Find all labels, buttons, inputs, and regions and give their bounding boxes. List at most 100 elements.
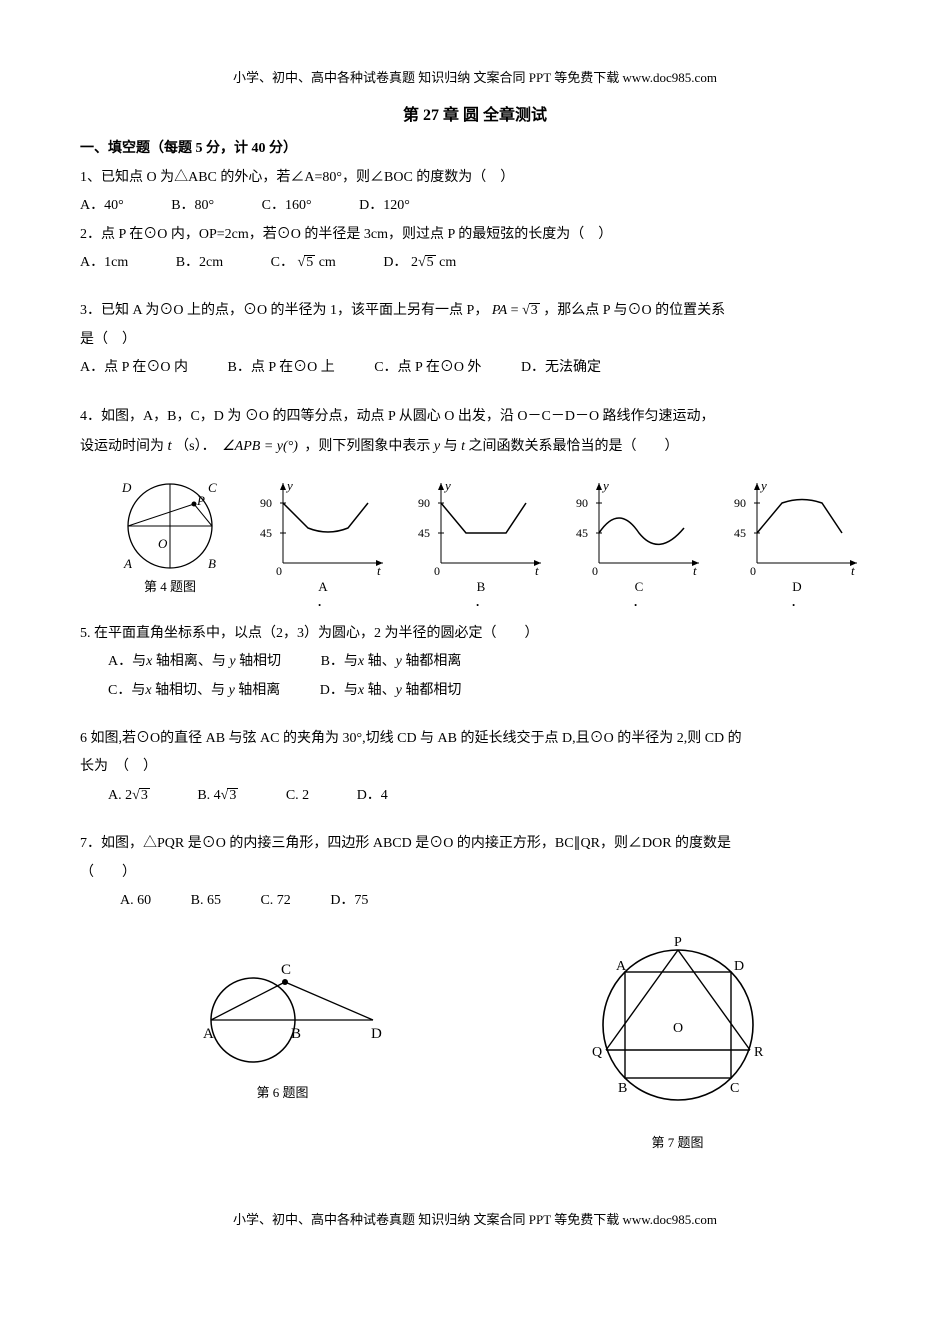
q4-stem2-pre: 设运动时间为 <box>80 439 164 454</box>
lbl-P: P <box>196 493 205 508</box>
f7C: C <box>730 1081 739 1096</box>
q2c-pre: C． <box>271 255 294 270</box>
q4-tunit: （s）． <box>175 439 215 454</box>
q4-yvar: y <box>434 439 440 454</box>
f7D: D <box>734 959 744 974</box>
q5-opt-a: A．与x 轴相离、与 y 轴相切 <box>108 651 281 673</box>
lbl-O: O <box>158 536 168 551</box>
q3-pa-eq: = <box>507 303 522 318</box>
q3-opt-a: A．点 P 在⊙O 内 <box>80 357 188 379</box>
fig6-cell: A B C D 第 6 题图 <box>173 930 393 1153</box>
q4-tvar: t <box>168 438 172 454</box>
tax: t <box>693 563 697 578</box>
y45: 45 <box>418 526 430 540</box>
tax: t <box>377 563 381 578</box>
q5-opt-b: B．与x 轴、y 轴都相离 <box>321 651 462 673</box>
q6b1: B. <box>197 788 213 803</box>
capA: A <box>318 579 327 594</box>
q5b3: 轴都相离 <box>402 654 462 669</box>
q7-stem2: （ ） <box>80 862 870 884</box>
q4-circle-diagram: A B C D P O <box>110 468 230 578</box>
y45: 45 <box>734 526 746 540</box>
footer-link: 小学、初中、高中各种试卷真题 知识归纳 文案合同 PPT 等免费下载 www.d… <box>80 1210 870 1231</box>
q6ar: 3 <box>139 788 150 803</box>
q2-opt-d: D． 2√5 cm <box>383 252 456 274</box>
q6bc: 4 <box>214 788 221 803</box>
q5-stem: 5. 在平面直角坐标系中，以点（2，3）为圆心，2 为半径的圆必定（ ） <box>80 626 539 641</box>
y45: 45 <box>576 526 588 540</box>
question-3: 3．已知 A 为⊙O 上的点，⊙O 的半径为 1，该平面上另有一点 P， PA … <box>80 300 870 322</box>
q5-options-row1: A．与x 轴相离、与 y 轴相切 B．与x 轴、y 轴都相离 <box>108 651 870 673</box>
q4-cap-d: D． <box>732 580 862 609</box>
f6C: C <box>281 962 291 978</box>
q7-opt-b: B. 65 <box>191 890 221 912</box>
q5d1: D．与 <box>320 683 358 698</box>
lbl-C: C <box>208 480 217 495</box>
q3-stem-pre: 3．已知 A 为⊙O 上的点，⊙O 的半径为 1，该平面上另有一点 P， <box>80 303 488 318</box>
q3-opt-c: C．点 P 在⊙O 外 <box>374 357 481 379</box>
q6a1: A. <box>108 788 125 803</box>
q6-stem: 6 如图,若⊙O的直径 AB 与弦 AC 的夹角为 30°,切线 CD 与 AB… <box>80 731 742 746</box>
q5c3: 轴相离 <box>235 683 281 698</box>
f7Q: Q <box>592 1045 602 1060</box>
f7R: R <box>754 1045 764 1060</box>
q5-opt-c: C．与x 轴相切、与 y 轴相离 <box>108 680 280 702</box>
q5c2: 轴相切、与 <box>152 683 229 698</box>
q2c-root: 5 <box>304 255 315 270</box>
capB: B <box>477 579 486 594</box>
q6-opt-c: C. 2 <box>286 785 309 807</box>
y90: 90 <box>260 496 272 510</box>
tax: t <box>535 563 539 578</box>
doc-title: 第 27 章 圆 全章测试 <box>80 103 870 129</box>
fig6-svg: A B C D <box>173 930 393 1070</box>
q4-captions: 第 4 题图 A． B． C． D． <box>110 580 870 609</box>
q7-opt-a: A. 60 <box>120 890 151 912</box>
q1-stem: 1、已知点 O 为△ABC 的外心，若∠A=80°，则∠BOC 的度数为（ ） <box>80 170 514 185</box>
q7-stem: 7．如图，△PQR 是⊙O 的内接三角形，四边形 ABCD 是⊙O 的内接正方形… <box>80 836 731 851</box>
q1-opt-d: D．120° <box>359 195 410 217</box>
capC: C <box>635 579 644 594</box>
q1-opt-b: B．80° <box>171 195 214 217</box>
q7-opt-c: C. 72 <box>260 890 290 912</box>
fig7-svg: O P Q R A D B C <box>578 930 778 1120</box>
q2-opt-b: B．2cm <box>176 252 223 274</box>
f6D: D <box>371 1026 382 1042</box>
yax: y <box>443 478 451 493</box>
q5b2: 轴、 <box>364 654 396 669</box>
q4-cap-c: C． <box>574 580 704 609</box>
f7B: B <box>618 1081 627 1096</box>
tax: t <box>851 563 855 578</box>
q5b1: B．与 <box>321 654 358 669</box>
q3-options: A．点 P 在⊙O 内 B．点 P 在⊙O 上 C．点 P 在⊙O 外 D．无法… <box>80 357 870 379</box>
question-7: 7．如图，△PQR 是⊙O 的内接三角形，四边形 ABCD 是⊙O 的内接正方形… <box>80 833 870 855</box>
q5a3: 轴相切 <box>236 654 282 669</box>
q2d-unit: cm <box>439 255 456 270</box>
q4-graph-a: 90 45 0 y t <box>258 478 388 578</box>
q2-opt-a: A．1cm <box>80 252 128 274</box>
q4-stem2: 设运动时间为 t （s）． ∠APB = y(°) ，则下列图象中表示 y 与 … <box>80 434 870 458</box>
yax: y <box>759 478 767 493</box>
q5a1: A．与 <box>108 654 146 669</box>
q6-stem2: 长为 （ ） <box>80 756 870 778</box>
zero: 0 <box>592 564 598 578</box>
f6A: A <box>203 1026 214 1042</box>
f7A: A <box>616 959 627 974</box>
q3-opt-d: D．无法确定 <box>521 357 601 379</box>
f7O: O <box>673 1021 683 1036</box>
q4-graph-b: 90 45 0 y t <box>416 478 546 578</box>
fig7-cell: O P Q R A D B C 第 7 题图 <box>578 930 778 1153</box>
q6br: 3 <box>227 788 238 803</box>
bottom-figures: A B C D 第 6 题图 O P Q R A D B C 第 7 题图 <box>90 930 860 1153</box>
q2-options: A．1cm B．2cm C． √5 cm D． 2√5 cm <box>80 252 870 274</box>
q5-options-row2: C．与x 轴相切、与 y 轴相离 D．与x 轴、y 轴都相切 <box>108 680 870 702</box>
q4-mid: ，则下列图象中表示 <box>304 439 430 454</box>
q4-post: 之间函数关系最恰当的是（ ） <box>469 439 679 454</box>
section-1-title: 一、填空题（每题 5 分，计 40 分） <box>80 138 870 160</box>
q4-figures: A B C D P O 90 45 0 y t 90 45 0 y t <box>110 468 870 578</box>
q2-stem: 2．点 P 在⊙O 内，OP=2cm，若⊙O 的半径是 3cm，则过点 P 的最… <box>80 227 612 242</box>
lbl-B: B <box>208 556 216 571</box>
question-4: 4．如图，A，B，C，D 为 ⊙O 的四等分点，动点 P 从圆心 O 出发，沿 … <box>80 406 870 428</box>
q4-stem: 4．如图，A，B，C，D 为 ⊙O 的四等分点，动点 P 从圆心 O 出发，沿 … <box>80 409 715 424</box>
q4-and: 与 <box>444 439 462 454</box>
q2d-pre: D． <box>383 255 407 270</box>
